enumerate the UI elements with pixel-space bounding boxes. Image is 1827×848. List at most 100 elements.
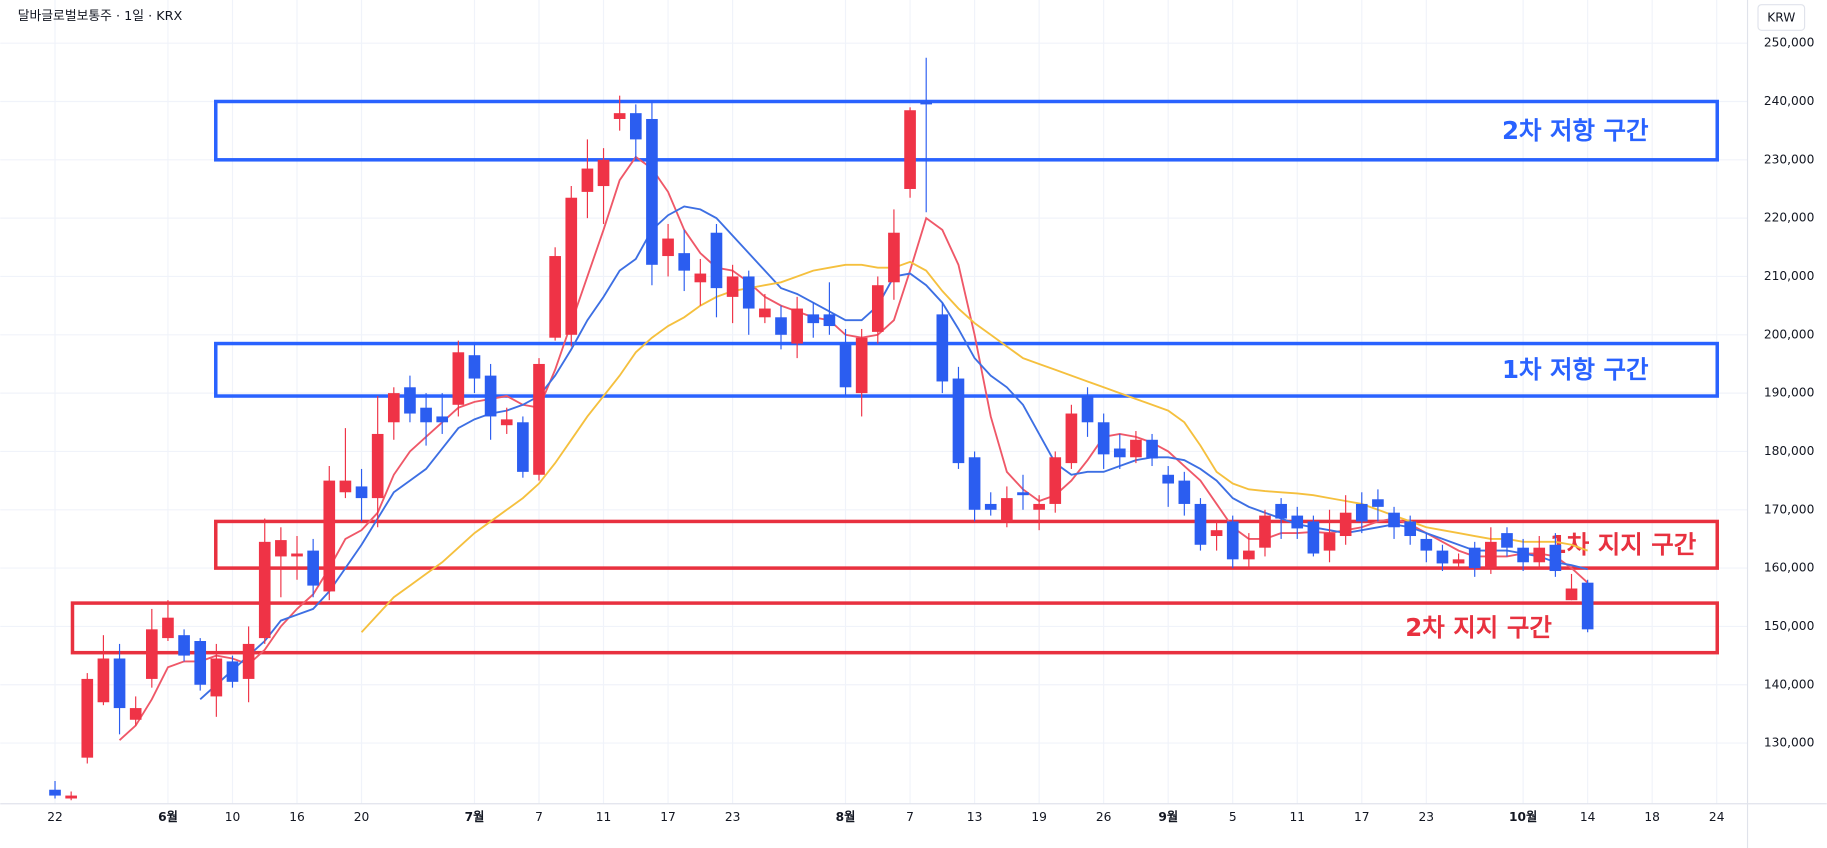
candle-body [646, 118, 658, 265]
x-tick-label: 22 [47, 810, 63, 824]
candle-body [468, 355, 481, 379]
y-tick-label: 250,000 [1764, 36, 1815, 50]
x-tick-label: 17 [1354, 810, 1370, 824]
candle-body [952, 378, 965, 464]
candle-body [97, 658, 110, 703]
candle-body [275, 540, 287, 557]
candle-body [145, 629, 158, 679]
moving-average-line [360, 260, 1588, 633]
y-tick-label: 180,000 [1764, 444, 1815, 458]
candle-body [904, 110, 916, 189]
currency-box[interactable] [1757, 4, 1806, 31]
candle-body [1049, 457, 1062, 504]
candle-body [678, 253, 691, 271]
x-tick-label: 5 [1229, 810, 1237, 824]
x-tick-label: 7 [535, 810, 543, 824]
y-tick-label: 150,000 [1764, 619, 1815, 633]
x-tick-label: 8월 [836, 809, 856, 824]
y-tick-label: 220,000 [1764, 211, 1815, 225]
candle-body [1372, 499, 1384, 507]
candle-body [920, 101, 933, 105]
y-tick-label: 200,000 [1764, 327, 1815, 341]
candle-body [1113, 448, 1126, 458]
x-tick-label: 7 [906, 810, 914, 824]
candle-body [1210, 530, 1223, 537]
candle-body [710, 232, 723, 289]
x-tick-label: 23 [1419, 810, 1435, 824]
x-tick-label: 26 [1096, 810, 1112, 824]
candle-body [1517, 547, 1529, 563]
candle-body [484, 375, 497, 417]
x-tick-label: 6월 [158, 809, 178, 824]
candle-body [49, 789, 61, 796]
candle-body [984, 503, 997, 510]
candle-body [113, 658, 126, 709]
y-tick-label: 230,000 [1764, 152, 1815, 166]
x-tick-label: 9월 [1158, 809, 1178, 824]
zone-box [214, 519, 1719, 570]
candle-body [1243, 550, 1255, 560]
candle-body [65, 795, 77, 799]
candle-body [194, 641, 207, 685]
candle-body [404, 387, 416, 414]
candle-body [1307, 521, 1320, 554]
candle-body [339, 480, 352, 493]
candle-body [420, 407, 432, 423]
x-tick-label: 11 [596, 810, 612, 824]
candle-body [581, 168, 594, 192]
candle-body [533, 363, 545, 475]
candle-body [1130, 439, 1142, 458]
x-tick-label: 24 [1709, 810, 1725, 824]
candle-body [1468, 547, 1481, 569]
y-tick-label: 160,000 [1764, 561, 1815, 575]
candle-body [500, 419, 513, 426]
zone-label: 2차 저항 구간 [1502, 116, 1649, 145]
candle-body [1097, 422, 1110, 455]
candle-body [1339, 512, 1352, 537]
x-tick-label: 10월 [1509, 809, 1537, 824]
candle-body [1533, 547, 1546, 563]
candle-body [1581, 582, 1594, 630]
candle-body [1194, 503, 1207, 545]
candle-body [855, 337, 868, 394]
candle-body [726, 276, 739, 297]
candle-body [81, 678, 94, 758]
candle-body [1436, 550, 1449, 564]
x-tick-label: 16 [289, 810, 305, 824]
candle-body [936, 314, 949, 382]
candle-body [436, 416, 449, 423]
candle-body [355, 486, 368, 499]
candle-body [226, 661, 239, 682]
zone-label: 1차 저항 구간 [1502, 355, 1649, 384]
candle-body [1404, 521, 1417, 537]
candle-body [1355, 503, 1368, 522]
candle-body [1485, 541, 1497, 569]
x-tick-label: 23 [725, 810, 741, 824]
x-tick-label: 17 [660, 810, 676, 824]
x-tick-label: 18 [1644, 810, 1660, 824]
candle-body [565, 197, 578, 335]
zone-box [70, 601, 1719, 655]
candle-body [210, 658, 223, 697]
zone-box [214, 99, 1719, 162]
x-tick-label: 14 [1580, 810, 1596, 824]
y-tick-label: 130,000 [1764, 736, 1815, 750]
candle-body [823, 314, 836, 327]
currency[interactable]: KRW [1767, 11, 1795, 25]
x-tick-label: 7월 [465, 809, 485, 824]
y-tick-label: 140,000 [1764, 677, 1815, 691]
candle-body [1291, 515, 1304, 529]
candle-body [968, 457, 981, 510]
candle-body [775, 317, 787, 335]
candle-body [1275, 503, 1287, 519]
candle-body [1146, 439, 1158, 459]
candle-body [452, 352, 465, 405]
candle-body [597, 159, 610, 187]
x-tick-label: 20 [354, 810, 370, 824]
candle-body [1259, 515, 1271, 548]
candle-body [1549, 544, 1562, 572]
y-tick-label: 190,000 [1764, 386, 1815, 400]
candle-body [742, 276, 755, 309]
